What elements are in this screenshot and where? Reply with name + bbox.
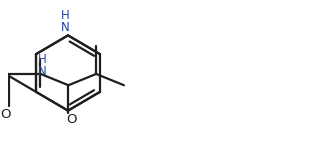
Text: H
N: H N: [38, 52, 47, 77]
Text: O: O: [67, 113, 77, 126]
Text: O: O: [0, 108, 11, 121]
Text: H
N: H N: [61, 9, 69, 34]
